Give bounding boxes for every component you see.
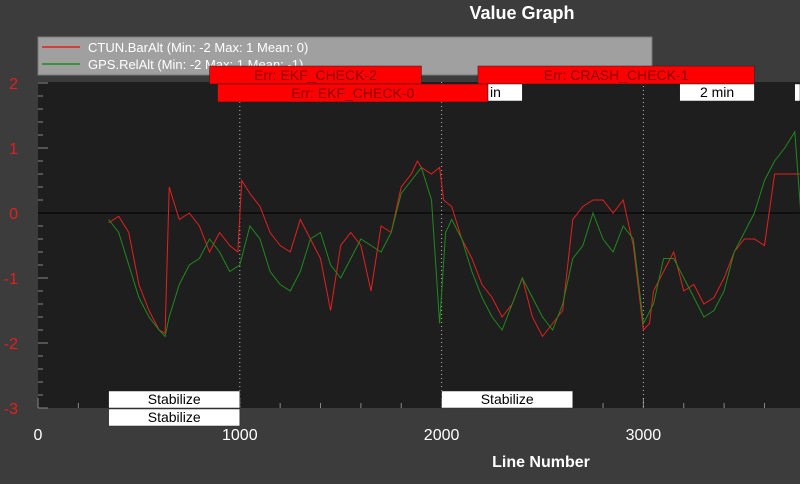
x-tick-label: 3000: [626, 427, 662, 444]
mode-annotation-box: [441, 390, 574, 409]
mode-annotation-box: [108, 390, 241, 409]
mode-annotation-label: Stabilize: [148, 391, 201, 407]
mode-annotation-box: [108, 408, 241, 427]
time-annotation-box: [679, 83, 755, 102]
time-annotation-label: in: [490, 84, 501, 100]
error-annotation-label: Err: EKF_CHECK-0: [291, 85, 414, 101]
chart-title: Value Graph: [469, 3, 574, 23]
y-tick-label: -3: [4, 401, 18, 418]
y-tick-label: 0: [9, 206, 18, 223]
y-tick-label: -2: [4, 336, 18, 353]
error-annotation-label: Err: CRASH_CHECK-1: [544, 67, 689, 83]
series-lines: [108, 130, 800, 338]
x-axis-label: Line Number: [492, 454, 590, 471]
plot-area: [38, 82, 800, 408]
time-annotation-label: 2 min: [700, 84, 734, 100]
series-line-ctun-baralt: [108, 159, 800, 338]
y-tick-label: -1: [4, 271, 18, 288]
y-tick-label: 1: [9, 141, 18, 158]
event-annotations: Err: EKF_CHECK-2 Err: CRASH_CHECK-1 Err: E…: [108, 65, 800, 427]
x-tick-label: 2000: [424, 427, 460, 444]
x-tick-label: 0: [34, 427, 43, 444]
error-annotation-box: [477, 65, 755, 85]
legend-entry: CTUN.BarAlt (Min: -2 Max: 1 Mean: 0): [88, 40, 308, 55]
series-line-gps-relalt: [108, 130, 800, 338]
time-annotation-box: [794, 83, 800, 102]
mode-annotation-label: Stabilize: [148, 409, 201, 425]
y-axis: 2 1 0 -1 -2 -3: [4, 76, 18, 418]
time-annotation-box: [487, 83, 523, 102]
x-axis: 0 1000 2000 3000: [34, 427, 662, 444]
x-tick-label: 1000: [222, 427, 258, 444]
error-annotation-label: Err: EKF_CHECK-2: [254, 67, 377, 83]
y-tick-label: 2: [9, 76, 18, 93]
mode-annotation-label: Stabilize: [481, 391, 534, 407]
